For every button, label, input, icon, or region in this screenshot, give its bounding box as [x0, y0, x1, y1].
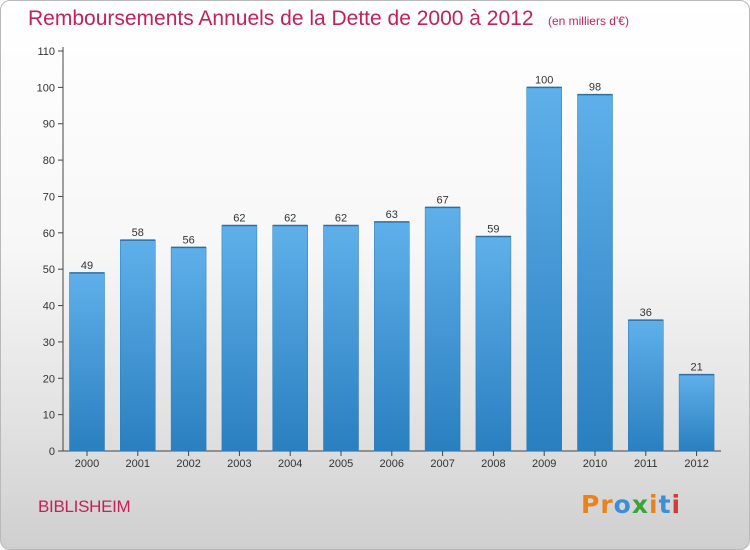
proxiti-logo: Proxiti	[581, 490, 681, 519]
logo-letter: i	[671, 490, 682, 519]
y-tick-label: 30	[43, 337, 55, 349]
logo-letter: t	[658, 490, 672, 519]
bar-2005	[323, 225, 359, 452]
x-tick-label: 2006	[380, 458, 404, 470]
bar-2012	[678, 374, 715, 452]
data-label: 59	[487, 224, 499, 236]
x-tick-label: 2000	[75, 458, 99, 470]
y-tick-label: 10	[43, 410, 55, 422]
data-label: 62	[284, 213, 296, 225]
logo-letter: x	[631, 490, 649, 519]
x-tick-label: 2003	[227, 458, 251, 470]
x-tick-label: 2012	[684, 458, 708, 470]
data-label: 98	[589, 82, 601, 94]
logo-letter: P	[581, 490, 601, 519]
bar-2002	[170, 247, 207, 452]
logo-letter: i	[649, 490, 659, 519]
x-tick-label: 2004	[278, 458, 302, 470]
bar-2006	[374, 221, 410, 452]
bar-2000	[69, 272, 105, 452]
x-tick-label: 2005	[329, 458, 353, 470]
bar-2001	[120, 239, 156, 452]
bar-2009	[526, 87, 562, 452]
data-label: 58	[132, 227, 144, 239]
bar-2007	[424, 207, 461, 452]
y-tick-label: 50	[43, 264, 55, 276]
x-tick-label: 2001	[126, 458, 150, 470]
bar-2008	[475, 236, 512, 452]
bar-2011	[628, 319, 664, 452]
city-name: BIBLISHEIM	[38, 497, 131, 516]
data-label: 36	[640, 307, 652, 319]
data-label: 56	[182, 234, 194, 246]
y-tick-label: 90	[43, 119, 55, 131]
y-tick-label: 20	[43, 373, 55, 385]
y-tick-label: 100	[37, 82, 55, 94]
bar-2003	[221, 225, 258, 452]
data-label: 67	[436, 194, 448, 206]
data-label: 63	[386, 209, 398, 221]
chart-title: Remboursements Annuels de la Dette de 20…	[28, 7, 534, 30]
x-tick-label: 2011	[634, 458, 658, 470]
logo-letter: r	[600, 490, 614, 519]
data-label: 62	[335, 213, 347, 225]
bar-2010	[577, 94, 613, 452]
chart-subtitle: (en milliers d'€)	[547, 14, 629, 28]
x-tick-label: 2008	[481, 458, 505, 470]
y-tick-label: 0	[49, 446, 55, 458]
chart-header: Remboursements Annuels de la Dette de 20…	[28, 7, 629, 31]
y-tick-label: 80	[43, 155, 55, 167]
x-tick-label: 2002	[176, 458, 200, 470]
data-label: 62	[233, 213, 245, 225]
logo-letter: o	[613, 490, 632, 519]
y-tick-label: 40	[43, 301, 55, 313]
data-label: 49	[81, 260, 93, 272]
x-tick-label: 2007	[430, 458, 454, 470]
x-tick-label: 2009	[532, 458, 556, 470]
x-tick-label: 2010	[583, 458, 607, 470]
data-label: 21	[690, 362, 702, 374]
y-tick-label: 60	[43, 228, 55, 240]
y-tick-label: 70	[43, 191, 55, 203]
y-tick-label: 110	[37, 46, 55, 58]
data-label: 100	[535, 74, 553, 86]
bar-2004	[272, 225, 308, 452]
